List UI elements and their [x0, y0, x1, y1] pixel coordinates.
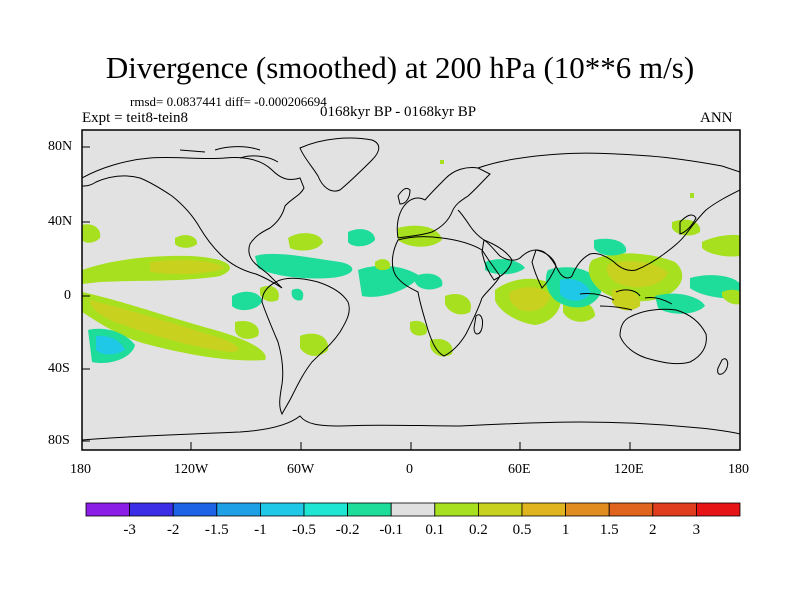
coastline-antarctica	[82, 415, 740, 441]
lat-label-0: 0	[64, 288, 71, 303]
colorbar-swatch	[477, 502, 523, 517]
lon-label-180w: 180	[70, 462, 91, 477]
coastlines	[82, 137, 740, 441]
colorbar-label: -0.5	[292, 522, 316, 538]
colorbar-swatch	[303, 502, 348, 517]
lat-label-80n: 80N	[48, 139, 73, 154]
colorbar-swatch	[434, 502, 479, 517]
colorbar-label: -3	[123, 522, 136, 538]
lat-label-40n: 40N	[48, 214, 73, 229]
negative-region	[348, 229, 375, 247]
negative-region	[415, 273, 443, 290]
coastline-japan	[679, 214, 697, 235]
negative-region	[358, 265, 420, 297]
lon-label-60e: 60E	[508, 462, 531, 477]
positive-region	[300, 333, 329, 356]
negative-region	[655, 293, 705, 314]
colorbar-swatch	[565, 502, 610, 517]
colorbar-label: 2	[649, 522, 657, 538]
colorbar-swatch	[347, 502, 392, 517]
coastline-madagascar	[473, 314, 483, 335]
coastline-south-america	[261, 277, 350, 416]
colorbar-label: 0.5	[513, 522, 532, 538]
positive-region	[702, 234, 740, 257]
colorbar-label: -0.1	[379, 522, 403, 538]
period-label: 0168kyr BP - 0168kyr BP	[320, 104, 477, 120]
lat-label-80s: 80S	[48, 433, 70, 448]
colorbar-label: 3	[693, 522, 701, 538]
coastline-europe	[396, 167, 491, 239]
coastline-arctic-islands	[179, 146, 279, 163]
colorbar-swatch	[696, 502, 741, 517]
stats-text: rmsd= 0.0837441 diff= -0.000206694	[130, 94, 327, 109]
colorbar-swatch	[390, 502, 436, 517]
coastline-asia	[457, 152, 740, 279]
positive-region	[82, 224, 101, 243]
lon-label-180e: 180	[728, 462, 749, 477]
positive-region	[375, 259, 391, 271]
negative-region	[485, 259, 525, 275]
colorbar-label: 1	[562, 522, 570, 538]
colorbar-label: -2	[167, 522, 180, 538]
coastline-australia	[619, 308, 707, 365]
coastline-indonesia	[579, 289, 673, 311]
colorbar-swatch	[259, 502, 305, 517]
positive-region	[410, 320, 428, 336]
colorbar-swatch	[608, 502, 654, 517]
colorbar-label: 1.5	[600, 522, 619, 538]
coastline-new-zealand	[717, 358, 729, 375]
map-ticks	[81, 146, 741, 450]
colorbar-swatch	[85, 502, 130, 517]
positive-region	[260, 285, 279, 302]
negative-core	[560, 278, 590, 301]
colorbar-swatch	[652, 502, 697, 517]
coastline-north-america	[82, 156, 305, 289]
colorbar-label: 0.2	[469, 522, 488, 538]
colorbar-swatch	[129, 502, 174, 517]
experiment-label: Expt = teit8-tein8	[82, 110, 188, 126]
positive-region	[235, 320, 259, 339]
colorbar-swatch	[172, 502, 218, 517]
plot-title: Divergence (smoothed) at 200 hPa (10**6 …	[105, 50, 695, 85]
colorbar-swatch	[216, 502, 261, 517]
divergence-field	[82, 160, 740, 364]
positive-core	[612, 288, 641, 311]
positive-region	[722, 289, 740, 305]
positive-region	[440, 160, 444, 164]
coastline-india	[531, 249, 557, 289]
negative-region	[255, 253, 353, 279]
colorbar-label: -1.5	[205, 522, 229, 538]
colorbar-label: 0.1	[425, 522, 444, 538]
lat-label-40s: 40S	[48, 361, 70, 376]
negative-region	[232, 291, 262, 311]
positive-region	[445, 293, 471, 315]
colorbar-label: -1	[254, 522, 267, 538]
lon-label-120w: 120W	[174, 462, 209, 477]
colorbar-swatch	[521, 502, 566, 517]
lon-label-60w: 60W	[287, 462, 315, 477]
lon-label-120e: 120E	[614, 462, 644, 477]
positive-core	[150, 260, 225, 275]
positive-region	[690, 193, 694, 198]
coastline-africa	[391, 236, 501, 357]
lon-label-0: 0	[406, 462, 413, 477]
colorbar-label: -0.2	[336, 522, 360, 538]
colorbar: -3 -2 -1.5 -1 -0.5 -0.2 -0.1 0.1 0.2 0.5 1 1.5 2 3	[85, 502, 741, 538]
positive-core	[90, 300, 239, 352]
positive-region	[430, 338, 453, 357]
positive-core	[509, 287, 550, 312]
coastline-greenland	[299, 137, 380, 192]
negative-core	[96, 335, 125, 355]
negative-region	[594, 238, 627, 256]
positive-region	[288, 233, 323, 251]
negative-region	[291, 288, 304, 301]
coastline-arabia	[481, 239, 513, 281]
positive-region	[175, 235, 198, 248]
season-label: ANN	[700, 110, 733, 126]
coastline-uk	[397, 187, 411, 205]
